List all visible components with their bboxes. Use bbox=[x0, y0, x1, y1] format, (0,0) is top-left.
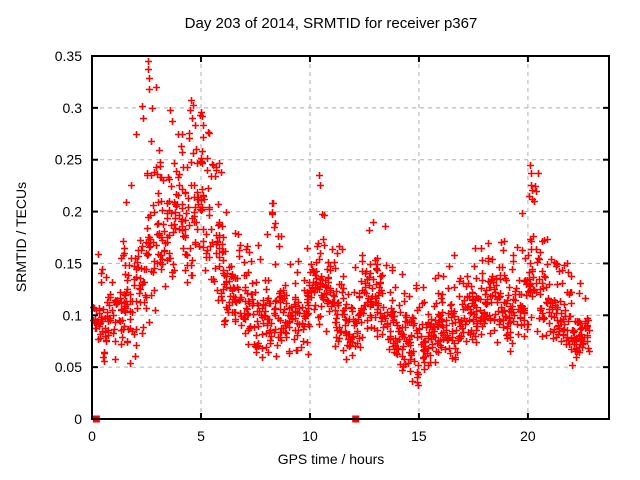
x-tick-label: 15 bbox=[411, 428, 427, 444]
y-tick-label: 0.35 bbox=[55, 48, 82, 64]
y-tick-label: 0.05 bbox=[55, 359, 82, 375]
chart-title: Day 203 of 2014, SRMTID for receiver p36… bbox=[184, 15, 478, 32]
x-tick-label: 0 bbox=[88, 428, 96, 444]
y-tick-label: 0.15 bbox=[55, 255, 82, 271]
x-tick-label: 10 bbox=[302, 428, 318, 444]
y-tick-label: 0.3 bbox=[63, 100, 83, 116]
y-tick-label: 0.1 bbox=[63, 307, 83, 323]
x-tick-label: 5 bbox=[197, 428, 205, 444]
y-tick-label: 0 bbox=[74, 411, 82, 427]
y-tick-label: 0.2 bbox=[63, 204, 83, 220]
x-axis-title: GPS time / hours bbox=[277, 451, 385, 467]
x-tick-label: 20 bbox=[520, 428, 536, 444]
y-tick-label: 0.25 bbox=[55, 152, 82, 168]
